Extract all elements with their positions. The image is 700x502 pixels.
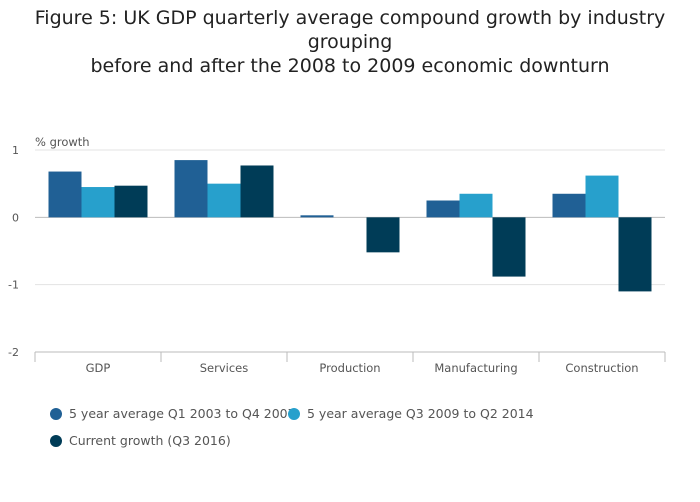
chart-title-line2: before and after the 2008 to 2009 econom… bbox=[90, 55, 610, 77]
legend-label: 5 year average Q3 2009 to Q2 2014 bbox=[307, 406, 534, 421]
bar-manufacturing-series-1[interactable] bbox=[426, 200, 460, 218]
x-tick-label: Services bbox=[200, 361, 249, 375]
y-tick-label: 0 bbox=[12, 211, 19, 224]
bar-services-series-2[interactable] bbox=[207, 183, 241, 218]
x-tick-label: Production bbox=[319, 361, 380, 375]
axes: % growth 1 0 -1 -2 GDP Services Production Manuf… bbox=[8, 135, 666, 375]
bar-manufacturing-series-2[interactable] bbox=[459, 193, 493, 218]
legend-label: 5 year average Q1 2003 to Q4 2007 bbox=[69, 406, 296, 421]
chart-title-line1: Figure 5: UK GDP quarterly average compo… bbox=[34, 7, 666, 53]
legend-item-2[interactable]: 5 year average Q3 2009 to Q2 2014 bbox=[288, 406, 534, 421]
y-tick-label: 1 bbox=[12, 144, 19, 157]
y-tick-label: -1 bbox=[8, 279, 19, 292]
bar-construction-series-1[interactable] bbox=[552, 193, 586, 218]
bar-manufacturing-series-3[interactable] bbox=[492, 217, 526, 277]
bar-construction-series-2[interactable] bbox=[585, 175, 619, 218]
bar-gdp-series-1[interactable] bbox=[48, 171, 82, 218]
x-tick-label: Construction bbox=[565, 361, 638, 375]
legend-swatch bbox=[50, 434, 62, 447]
y-tick-label: -2 bbox=[8, 346, 19, 359]
bar-construction-series-3[interactable] bbox=[618, 217, 652, 292]
bars bbox=[48, 160, 652, 292]
x-tick-label: GDP bbox=[86, 361, 111, 375]
bar-production-series-1[interactable] bbox=[300, 215, 334, 218]
bar-services-series-3[interactable] bbox=[240, 165, 274, 218]
bar-gdp-series-2[interactable] bbox=[81, 187, 115, 218]
legend-label: Current growth (Q3 2016) bbox=[69, 433, 231, 448]
legend-swatch bbox=[288, 407, 300, 420]
grid-lines bbox=[35, 149, 665, 353]
bar-production-series-3[interactable] bbox=[366, 217, 400, 253]
bar-services-series-1[interactable] bbox=[174, 160, 208, 218]
legend-item-1[interactable]: 5 year average Q1 2003 to Q4 2007 bbox=[50, 406, 296, 421]
legend-item-3[interactable]: Current growth (Q3 2016) bbox=[50, 433, 231, 448]
bar-gdp-series-3[interactable] bbox=[114, 185, 148, 218]
x-tick-label: Manufacturing bbox=[434, 361, 517, 375]
chart-title: Figure 5: UK GDP quarterly average compo… bbox=[0, 6, 700, 78]
legend-swatch bbox=[50, 407, 62, 420]
y-axis-label: % growth bbox=[35, 135, 90, 149]
